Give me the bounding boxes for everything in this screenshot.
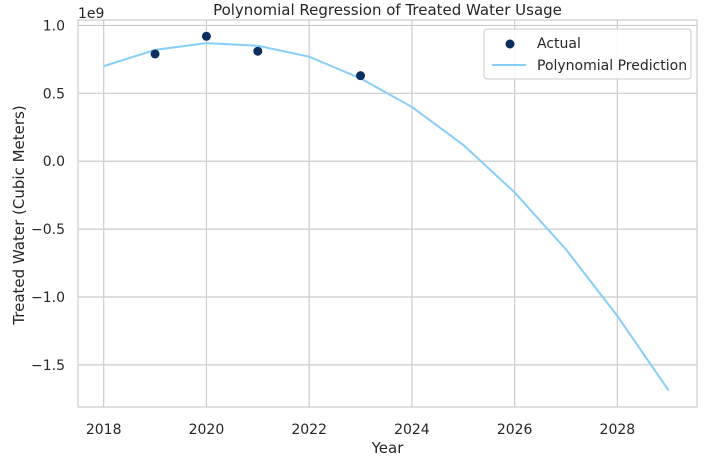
y-axis-label: Treated Water (Cubic Meters) [10, 105, 28, 325]
y-tick-label: −1.0 [31, 290, 65, 306]
legend: Actual Polynomial Prediction [483, 28, 692, 80]
x-axis-ticks: 2018 2020 2022 2024 2026 2028 [86, 422, 635, 438]
prediction-line [103, 42, 670, 392]
grid [78, 20, 697, 407]
x-tick-label: 2018 [86, 422, 122, 438]
y-offset-label: 1e9 [78, 6, 104, 22]
y-tick-label: −1.5 [31, 358, 65, 374]
x-tick-label: 2026 [497, 422, 533, 438]
chart-title: Polynomial Regression of Treated Water U… [213, 1, 562, 19]
legend-actual-label: Actual [537, 36, 581, 52]
x-axis-label: Year [371, 439, 405, 457]
prediction-line-group [103, 42, 670, 392]
x-tick-label: 2022 [291, 422, 327, 438]
y-tick-label: 0.0 [43, 154, 65, 170]
plot-area [77, 19, 698, 408]
legend-actual-marker [505, 39, 515, 49]
actual-point [253, 46, 263, 56]
y-tick-label: −0.5 [31, 222, 65, 238]
actual-point [201, 31, 211, 41]
x-tick-label: 2020 [189, 422, 225, 438]
y-axis-ticks: 1.0 0.5 0.0 −0.5 −1.0 −1.5 [31, 18, 65, 373]
actual-points-group [150, 31, 366, 81]
legend-prediction-label: Polynomial Prediction [537, 58, 687, 74]
actual-point [356, 71, 366, 81]
y-tick-label: 1.0 [43, 18, 65, 34]
y-tick-label: 0.5 [43, 86, 65, 102]
actual-point [150, 49, 160, 59]
x-tick-label: 2028 [600, 422, 636, 438]
legend-box [483, 28, 692, 80]
x-tick-label: 2024 [394, 422, 430, 438]
